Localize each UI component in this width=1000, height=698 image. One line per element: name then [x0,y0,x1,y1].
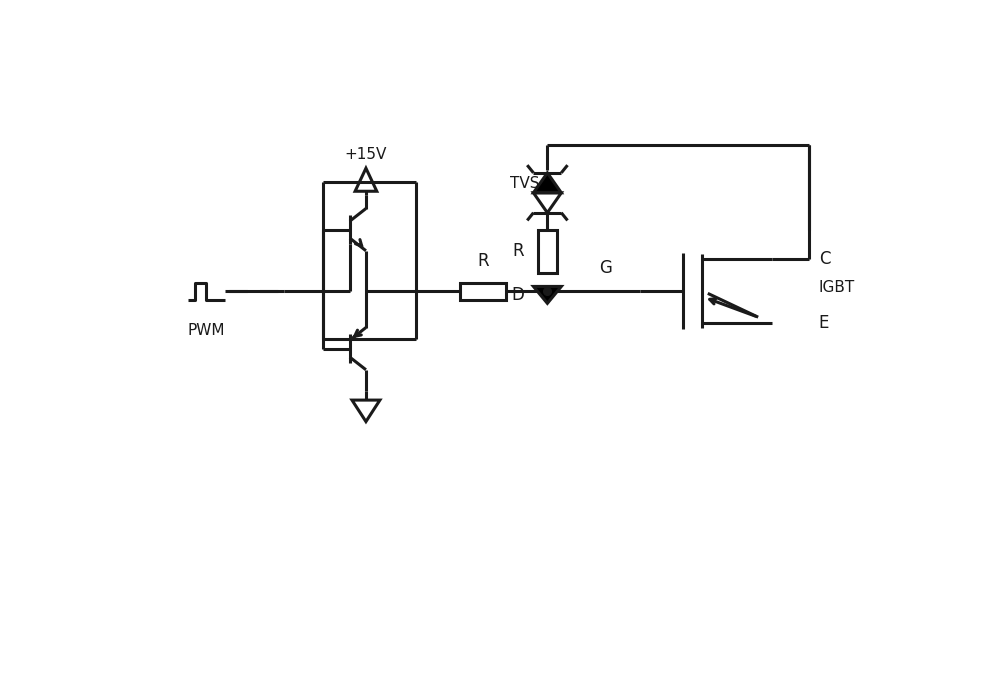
Text: PWM: PWM [188,323,225,339]
Text: TVS: TVS [510,176,540,191]
Bar [538,230,557,273]
Text: D: D [511,286,524,304]
Text: E: E [819,314,829,332]
Polygon shape [533,286,561,304]
Text: C: C [819,250,830,268]
Text: R: R [477,253,489,270]
Bar [460,283,506,299]
Text: IGBT: IGBT [819,280,855,295]
Polygon shape [533,173,561,193]
Text: R: R [512,242,524,260]
Text: G: G [599,259,612,277]
Text: +15V: +15V [345,147,387,162]
